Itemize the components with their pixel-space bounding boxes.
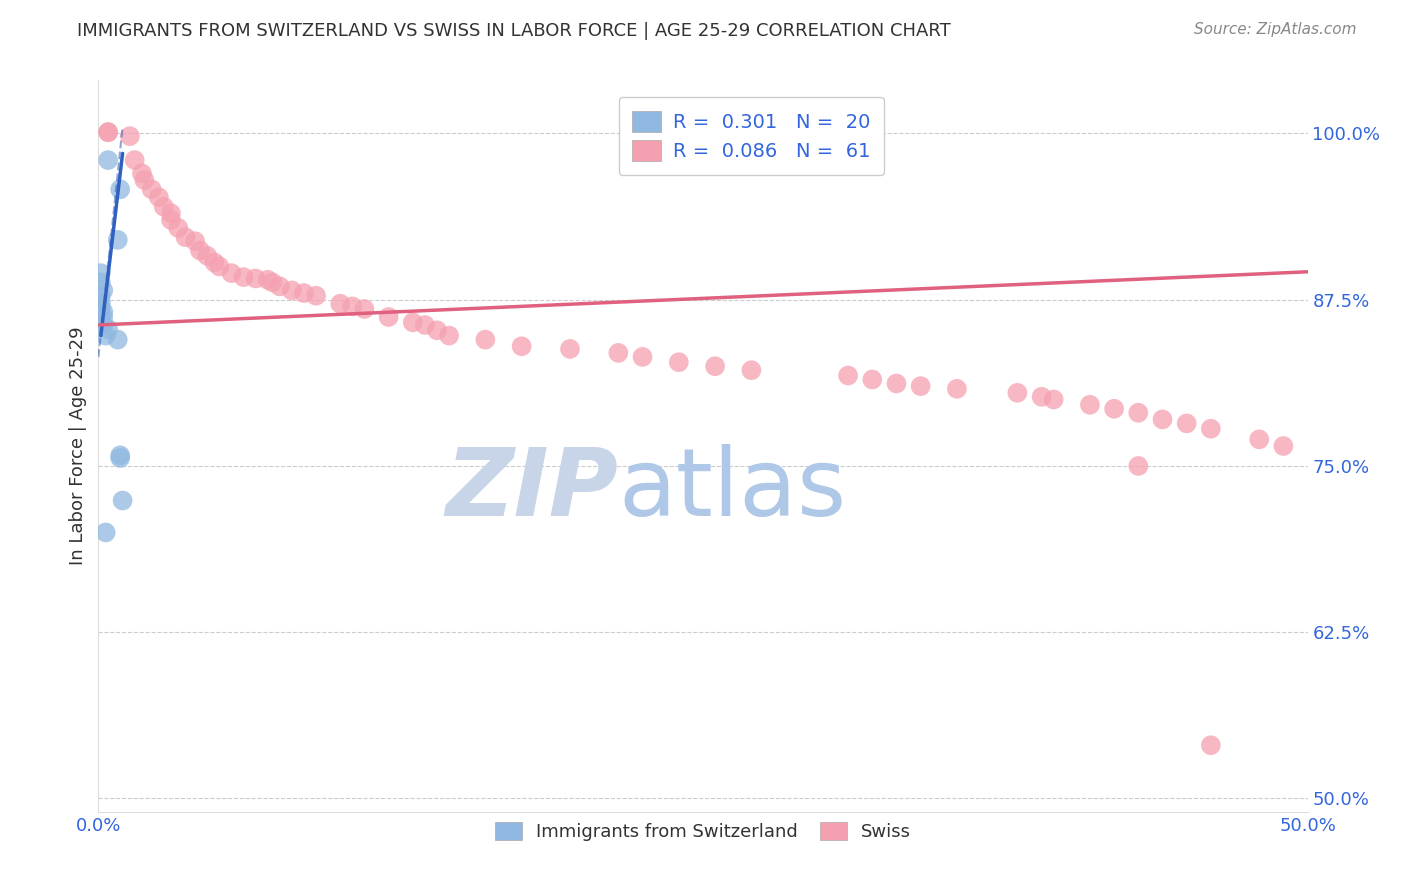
Point <box>510 339 533 353</box>
Y-axis label: In Labor Force | Age 25-29: In Labor Force | Age 25-29 <box>69 326 87 566</box>
Point <box>262 276 284 290</box>
Point <box>97 125 120 139</box>
Point <box>269 279 291 293</box>
Point <box>160 206 183 220</box>
Point <box>174 230 197 244</box>
Point <box>1249 433 1271 447</box>
Point <box>329 296 352 310</box>
Point <box>90 301 112 315</box>
Point <box>1042 392 1064 407</box>
Point <box>108 448 131 462</box>
Point <box>152 200 174 214</box>
Point <box>124 153 146 167</box>
Point <box>97 322 120 336</box>
Point <box>377 310 399 324</box>
Point <box>90 289 112 303</box>
Point <box>94 525 117 540</box>
Point <box>1175 417 1198 431</box>
Point <box>860 372 883 386</box>
Point <box>1031 390 1053 404</box>
Point <box>437 328 460 343</box>
Point <box>108 182 131 196</box>
Point <box>342 299 364 313</box>
Point <box>305 289 328 303</box>
Point <box>91 310 114 324</box>
Point <box>353 301 375 316</box>
Point <box>184 234 207 248</box>
Point <box>232 270 254 285</box>
Point <box>910 379 932 393</box>
Point <box>195 249 218 263</box>
Point <box>1199 422 1222 436</box>
Point <box>402 315 425 329</box>
Point <box>90 276 112 290</box>
Point <box>1102 401 1125 416</box>
Point <box>208 260 231 274</box>
Point <box>160 213 183 227</box>
Point <box>668 355 690 369</box>
Point <box>188 244 211 258</box>
Point <box>108 450 131 465</box>
Point <box>91 318 114 332</box>
Point <box>281 284 304 298</box>
Point <box>204 255 226 269</box>
Point <box>134 173 156 187</box>
Point <box>1272 439 1295 453</box>
Point <box>221 266 243 280</box>
Point <box>141 182 163 196</box>
Point <box>148 190 170 204</box>
Point <box>167 220 190 235</box>
Point <box>1152 412 1174 426</box>
Point <box>1007 385 1029 400</box>
Text: Source: ZipAtlas.com: Source: ZipAtlas.com <box>1194 22 1357 37</box>
Point <box>631 350 654 364</box>
Point <box>256 273 278 287</box>
Point <box>292 286 315 301</box>
Point <box>607 346 630 360</box>
Point <box>1128 458 1150 473</box>
Point <box>90 314 112 328</box>
Point <box>97 125 120 139</box>
Point <box>886 376 908 391</box>
Point <box>97 153 120 167</box>
Point <box>474 333 496 347</box>
Point <box>91 304 114 318</box>
Text: atlas: atlas <box>619 444 846 536</box>
Point <box>131 166 153 180</box>
Point <box>107 333 129 347</box>
Point <box>245 271 267 285</box>
Point <box>1128 406 1150 420</box>
Point <box>94 328 117 343</box>
Point <box>426 323 449 337</box>
Point <box>413 318 436 332</box>
Text: ZIP: ZIP <box>446 444 619 536</box>
Point <box>90 266 112 280</box>
Point <box>111 493 134 508</box>
Legend: Immigrants from Switzerland, Swiss: Immigrants from Switzerland, Swiss <box>485 813 921 850</box>
Point <box>740 363 762 377</box>
Point <box>90 295 112 310</box>
Point <box>107 233 129 247</box>
Point <box>118 129 141 144</box>
Point <box>91 284 114 298</box>
Point <box>946 382 969 396</box>
Point <box>837 368 859 383</box>
Point <box>1199 738 1222 752</box>
Point <box>558 342 581 356</box>
Point <box>1078 398 1101 412</box>
Text: IMMIGRANTS FROM SWITZERLAND VS SWISS IN LABOR FORCE | AGE 25-29 CORRELATION CHAR: IMMIGRANTS FROM SWITZERLAND VS SWISS IN … <box>77 22 950 40</box>
Point <box>704 359 727 374</box>
